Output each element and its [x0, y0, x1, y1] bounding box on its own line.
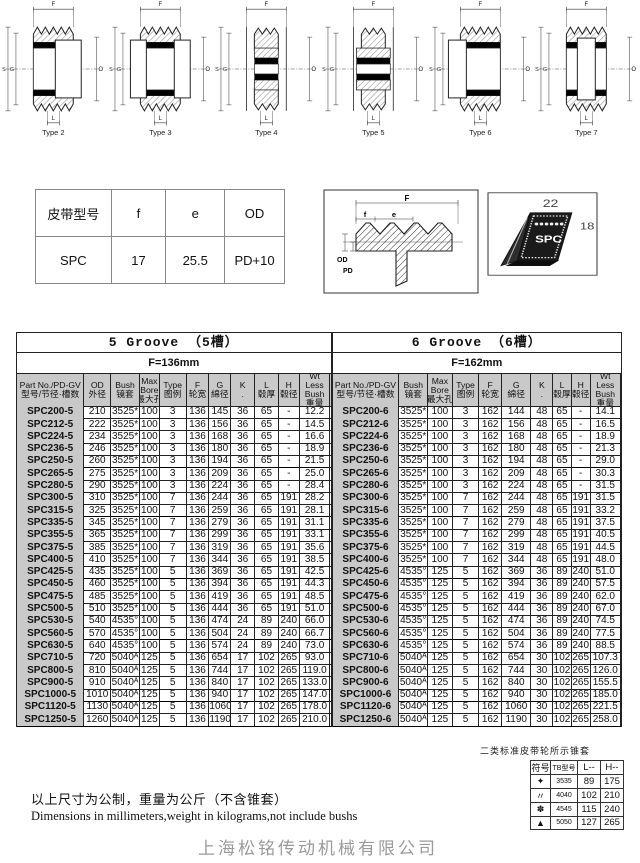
- svg-text:L: L: [585, 116, 589, 122]
- svg-text:O: O: [632, 67, 637, 73]
- svg-text:SPC: SPC: [535, 233, 562, 245]
- svg-text:S: S: [2, 67, 6, 73]
- svg-text:L: L: [158, 116, 162, 122]
- svg-text:F: F: [52, 2, 56, 8]
- svg-text:Type 2: Type 2: [42, 128, 64, 137]
- svg-text:F: F: [585, 2, 589, 8]
- svg-text:G: G: [116, 67, 120, 73]
- svg-text:22: 22: [543, 197, 559, 210]
- svg-text:S: S: [429, 67, 433, 73]
- svg-text:OD: OD: [337, 257, 348, 264]
- svg-text:Type 5: Type 5: [362, 128, 384, 137]
- svg-text:S: S: [535, 67, 539, 73]
- svg-text:Type 4: Type 4: [255, 128, 277, 137]
- svg-text:O: O: [525, 67, 530, 73]
- svg-text:L: L: [372, 116, 376, 122]
- svg-text:F: F: [371, 2, 375, 8]
- svg-text:O: O: [418, 67, 423, 73]
- svg-text:G: G: [223, 67, 227, 73]
- svg-text:G: G: [10, 67, 14, 73]
- svg-text:S: S: [215, 67, 219, 73]
- svg-text:O: O: [205, 67, 210, 73]
- svg-text:S: S: [322, 67, 326, 73]
- svg-text:PD: PD: [343, 268, 353, 275]
- svg-text:G: G: [436, 67, 440, 73]
- svg-text:G: G: [330, 67, 334, 73]
- svg-text:L: L: [478, 116, 482, 122]
- svg-text:Type 6: Type 6: [469, 128, 491, 137]
- svg-text:F: F: [405, 194, 410, 203]
- svg-text:F: F: [158, 2, 162, 8]
- svg-text:O: O: [98, 67, 103, 73]
- svg-text:Type 3: Type 3: [149, 128, 171, 137]
- svg-text:Type 7: Type 7: [575, 128, 597, 137]
- svg-text:18: 18: [580, 220, 595, 232]
- svg-text:S: S: [109, 67, 113, 73]
- svg-text:L: L: [265, 116, 269, 122]
- svg-text:G: G: [543, 67, 547, 73]
- svg-text:F: F: [265, 2, 269, 8]
- svg-text:F: F: [478, 2, 482, 8]
- svg-text:O: O: [312, 67, 317, 73]
- svg-text:e: e: [392, 210, 396, 219]
- svg-text:L: L: [52, 116, 56, 122]
